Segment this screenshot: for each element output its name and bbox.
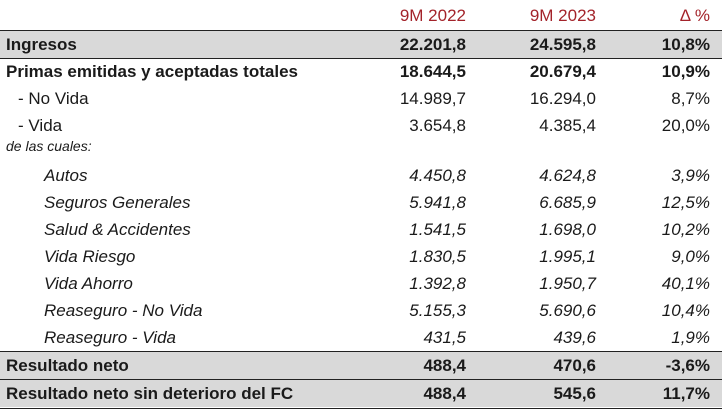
value-delta: 10,4% <box>661 300 710 320</box>
value-delta: 20,0% <box>661 115 710 135</box>
value-9m-2023: 16.294,0 <box>529 88 596 108</box>
row-label: Seguros Generales <box>44 192 191 212</box>
table-bottom-border <box>0 408 722 409</box>
value-9m-2022: 488,4 <box>423 355 466 375</box>
value-9m-2022: 18.644,5 <box>399 61 466 81</box>
row-no-vida: - No Vida 14.989,7 16.294,0 8,7% <box>0 85 722 112</box>
value-delta: 10,2% <box>661 219 710 239</box>
header-9m-2023: 9M 2023 <box>529 5 596 25</box>
value-9m-2022: 3.654,8 <box>409 115 466 135</box>
value-9m-2023: 1.698,0 <box>539 219 596 239</box>
value-9m-2022: 5.941,8 <box>409 192 466 212</box>
value-9m-2023: 24.595,8 <box>529 34 596 54</box>
value-9m-2022: 4.450,8 <box>409 165 466 185</box>
value-9m-2023: 470,6 <box>553 355 596 375</box>
value-delta: 10,8% <box>661 34 710 54</box>
header-divider <box>0 30 722 31</box>
value-9m-2023: 6.685,9 <box>539 192 596 212</box>
table-header-row: 9M 2022 9M 2023 Δ % <box>0 2 722 29</box>
value-9m-2023: 1.950,7 <box>539 273 596 293</box>
value-9m-2022: 5.155,3 <box>409 300 466 320</box>
value-delta: 8,7% <box>671 88 710 108</box>
row-primas-totales: Primas emitidas y aceptadas totales 18.6… <box>0 58 722 85</box>
value-delta: 10,9% <box>661 61 710 81</box>
value-9m-2023: 5.690,6 <box>539 300 596 320</box>
row-label: Vida Ahorro <box>44 273 133 293</box>
value-9m-2023: 545,6 <box>553 383 596 403</box>
row-resultado-neto: Resultado neto 488,4 470,6 -3,6% <box>0 352 722 379</box>
value-9m-2022: 431,5 <box>423 327 466 347</box>
value-delta: -3,6% <box>665 355 710 375</box>
value-delta: 40,1% <box>661 273 710 293</box>
row-reaseguro-vida: Reaseguro - Vida 431,5 439,6 1,9% <box>0 324 722 351</box>
value-9m-2023: 439,6 <box>553 327 596 347</box>
row-seguros-generales: Seguros Generales 5.941,8 6.685,9 12,5% <box>0 189 722 216</box>
value-9m-2022: 1.392,8 <box>409 273 466 293</box>
row-divider <box>0 351 722 352</box>
value-delta: 3,9% <box>671 165 710 185</box>
row-label: de las cuales: <box>6 138 92 154</box>
row-divider <box>0 379 722 380</box>
row-vida-ahorro: Vida Ahorro 1.392,8 1.950,7 40,1% <box>0 270 722 297</box>
row-label: - Vida <box>18 115 63 135</box>
value-9m-2023: 4.624,8 <box>539 165 596 185</box>
value-9m-2023: 1.995,1 <box>539 246 596 266</box>
header-9m-2022: 9M 2022 <box>399 5 466 25</box>
row-label: Primas emitidas y aceptadas totales <box>6 61 298 81</box>
row-label: Reaseguro - No Vida <box>44 300 203 320</box>
value-9m-2022: 1.830,5 <box>409 246 466 266</box>
row-vida: - Vida 3.654,8 4.385,4 20,0% <box>0 112 722 139</box>
value-delta: 9,0% <box>671 246 710 266</box>
row-ingresos: Ingresos 22.201,8 24.595,8 10,8% <box>0 31 722 58</box>
value-delta: 1,9% <box>671 327 710 347</box>
value-9m-2022: 488,4 <box>423 383 466 403</box>
row-reaseguro-no-vida: Reaseguro - No Vida 5.155,3 5.690,6 10,4… <box>0 297 722 324</box>
value-delta: 11,7% <box>662 383 710 403</box>
row-label: Resultado neto sin deterioro del FC <box>6 383 294 403</box>
row-label: Salud & Accidentes <box>44 219 191 239</box>
row-label: - No Vida <box>18 88 89 108</box>
value-delta: 12,5% <box>661 192 710 212</box>
row-label: Reaseguro - Vida <box>44 327 176 347</box>
row-de-las-cuales: de las cuales: <box>0 135 722 157</box>
row-vida-riesgo: Vida Riesgo 1.830,5 1.995,1 9,0% <box>0 243 722 270</box>
value-9m-2023: 20.679,4 <box>529 61 596 81</box>
value-9m-2022: 22.201,8 <box>399 34 466 54</box>
row-salud-accidentes: Salud & Accidentes 1.541,5 1.698,0 10,2% <box>0 216 722 243</box>
value-9m-2022: 1.541,5 <box>409 219 466 239</box>
row-label: Resultado neto <box>6 355 129 375</box>
row-label: Vida Riesgo <box>44 246 136 266</box>
row-label: Ingresos <box>6 34 77 54</box>
row-resultado-neto-sin-deterioro: Resultado neto sin deterioro del FC 488,… <box>0 380 722 407</box>
value-9m-2022: 14.989,7 <box>399 88 466 108</box>
row-autos: Autos 4.450,8 4.624,8 3,9% <box>0 162 722 189</box>
header-delta-percent: Δ % <box>679 5 710 25</box>
row-divider <box>0 58 722 59</box>
value-9m-2023: 4.385,4 <box>539 115 596 135</box>
row-label: Autos <box>44 165 88 185</box>
